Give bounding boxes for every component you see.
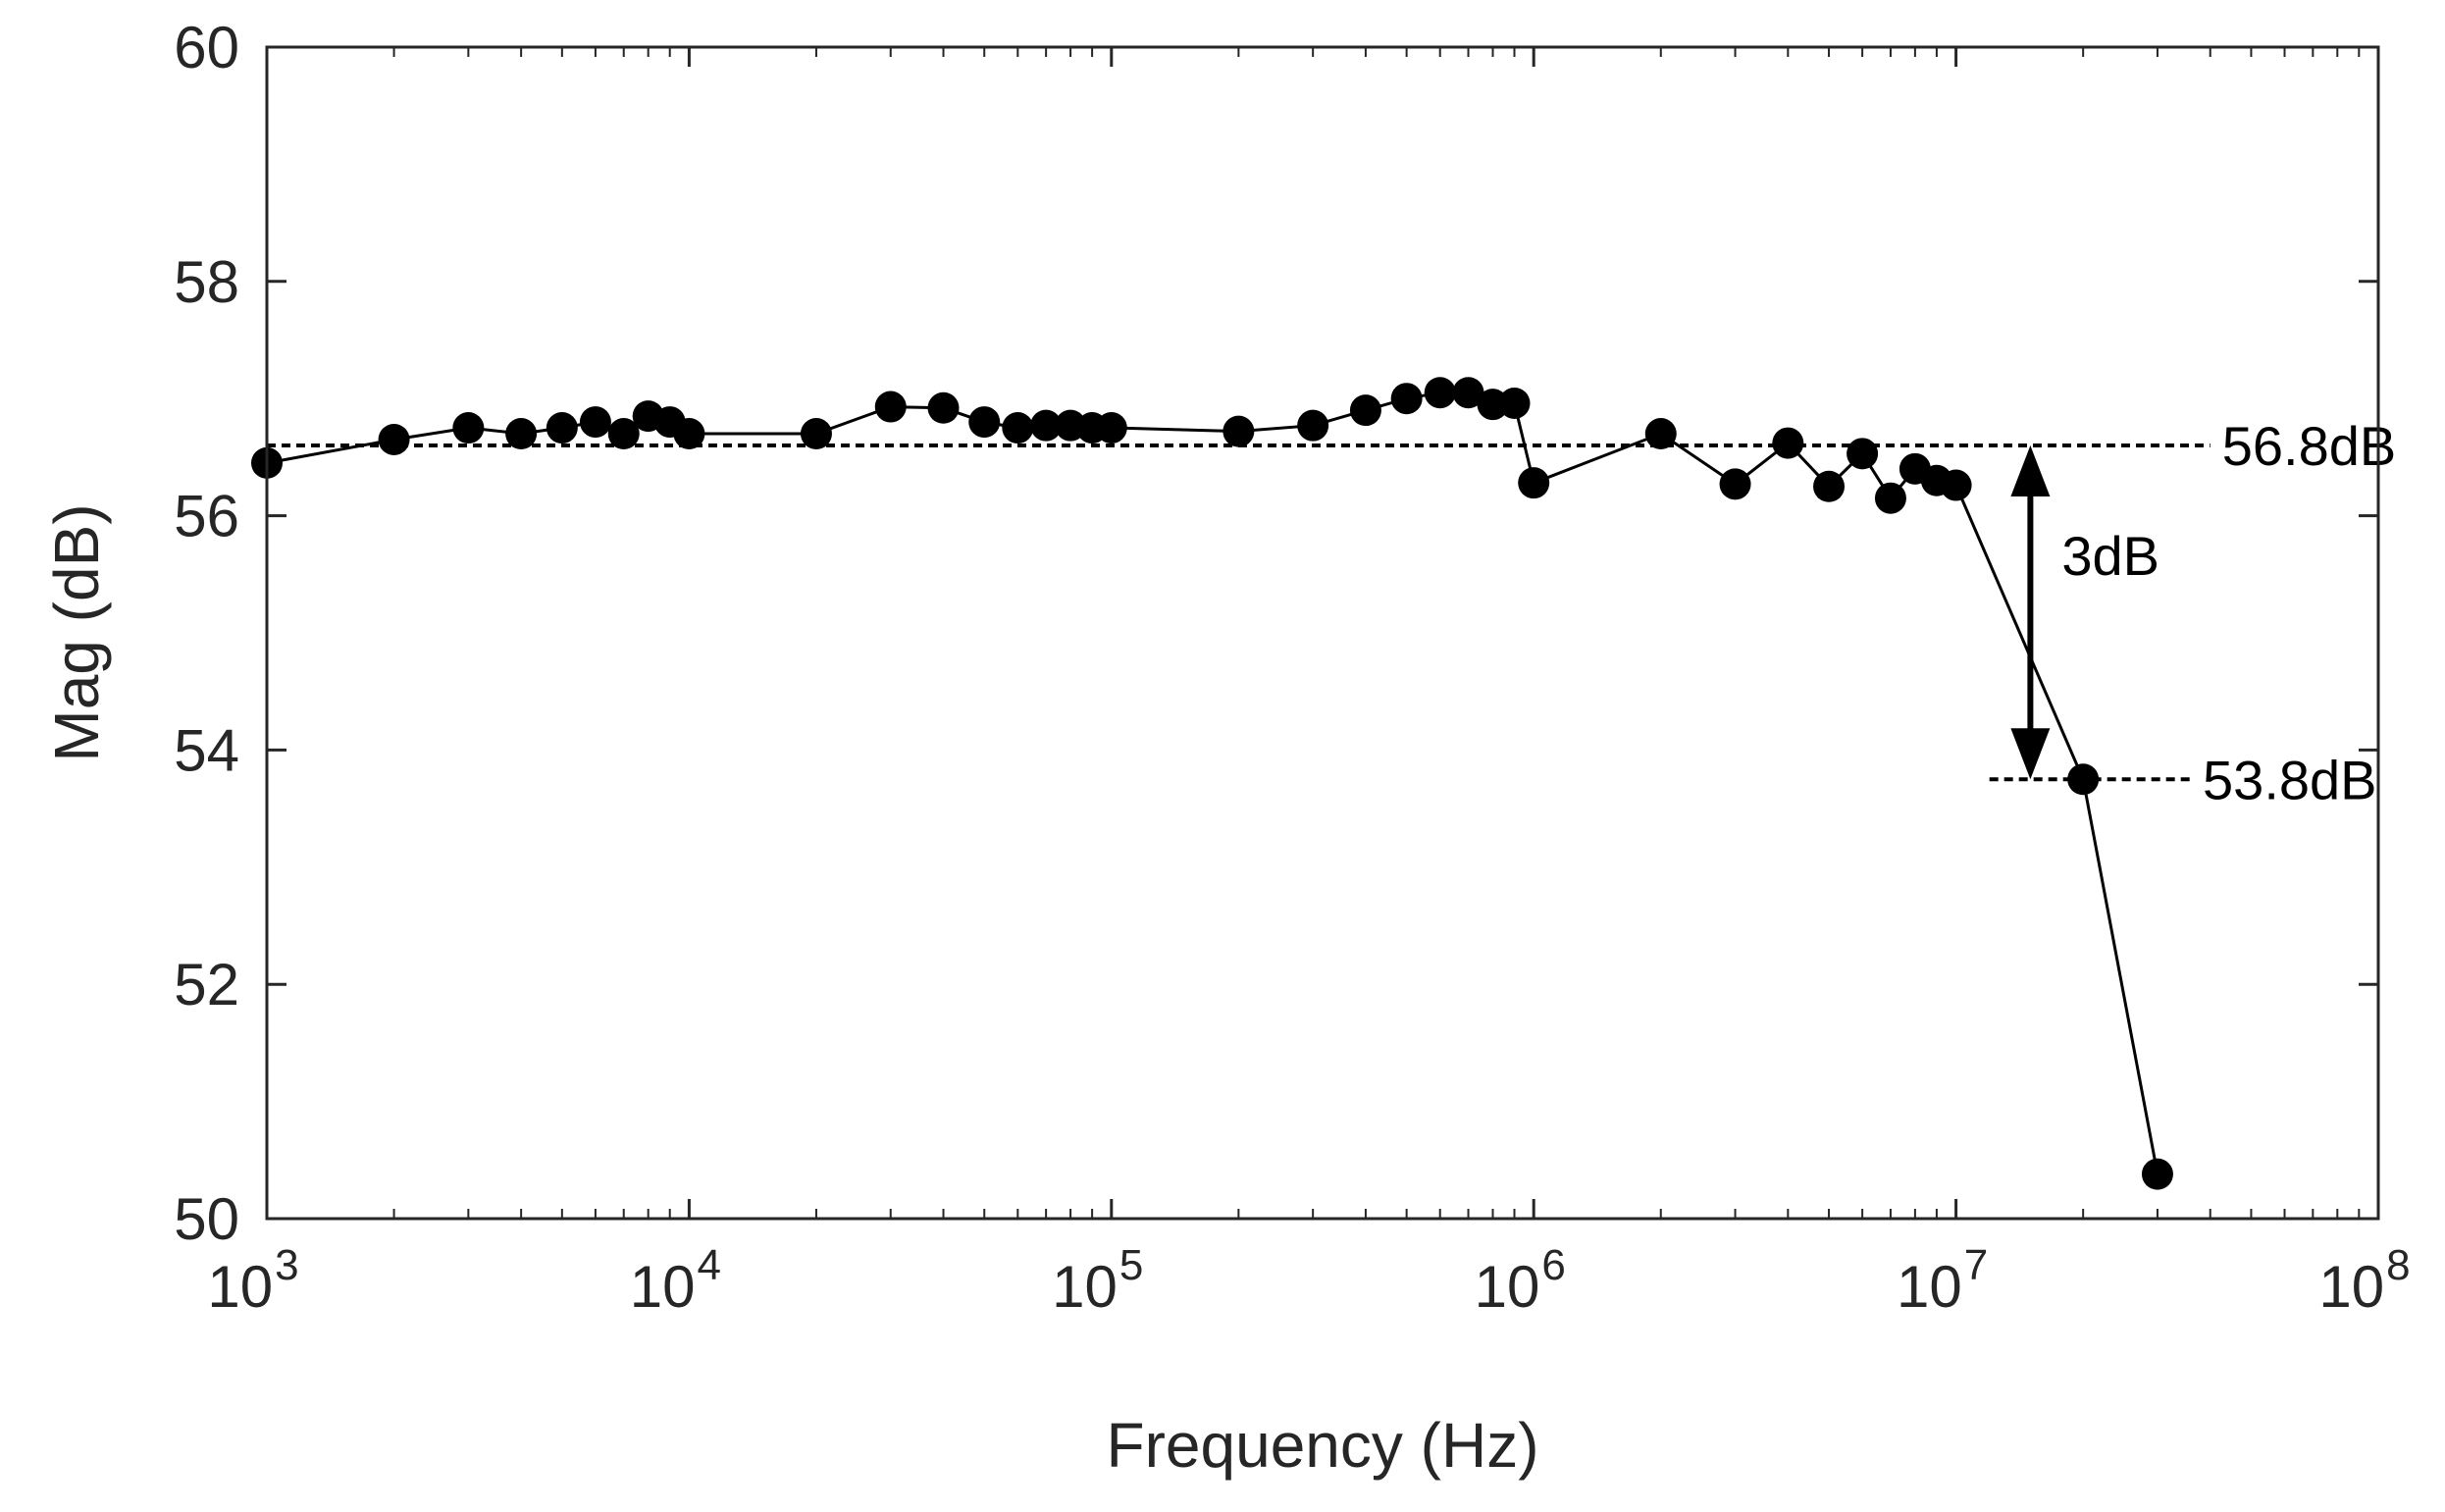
data-point bbox=[1719, 468, 1751, 500]
x-tick-exponent: 7 bbox=[1964, 1241, 1988, 1289]
data-point bbox=[1030, 409, 1063, 442]
series-line bbox=[266, 391, 2159, 1174]
data-point bbox=[874, 391, 907, 423]
data-point bbox=[1390, 383, 1423, 415]
y-tick-label: 50 bbox=[174, 1186, 239, 1252]
x-tick-label: 107 bbox=[1897, 1241, 1988, 1320]
reference-line-label: 56.8dB bbox=[2222, 415, 2397, 477]
data-point bbox=[1424, 377, 1456, 409]
arrow-head-down bbox=[2010, 728, 2051, 780]
x-tick-label: 103 bbox=[207, 1241, 298, 1320]
data-point bbox=[2067, 763, 2100, 796]
y-tick-label: 60 bbox=[174, 15, 239, 80]
reference-lines: 56.8dB 53.8dB bbox=[267, 415, 2396, 810]
y-tick-label: 52 bbox=[174, 952, 239, 1017]
x-tick-label: 104 bbox=[630, 1241, 721, 1320]
data-point bbox=[673, 418, 705, 450]
data-point bbox=[1222, 415, 1255, 447]
data-point bbox=[1297, 409, 1329, 442]
plot-frame bbox=[265, 45, 2380, 1221]
data-point bbox=[579, 406, 611, 439]
y-tick-label: 58 bbox=[174, 249, 239, 315]
data-point bbox=[1940, 469, 1972, 501]
y-tick-label: 54 bbox=[174, 717, 239, 783]
data-point bbox=[1452, 377, 1484, 409]
data-point bbox=[1847, 438, 1879, 470]
data-point bbox=[546, 412, 578, 444]
data-point bbox=[2141, 1158, 2173, 1190]
x-tick-exponent: 8 bbox=[2386, 1241, 2410, 1289]
data-point bbox=[1874, 482, 1906, 514]
data-point bbox=[1095, 412, 1127, 444]
annotation-group: 3dB bbox=[2010, 444, 2159, 780]
x-tick-exponent: 4 bbox=[698, 1241, 721, 1289]
data-point bbox=[1644, 418, 1677, 450]
data-point bbox=[1002, 412, 1034, 444]
data-point bbox=[968, 406, 1001, 439]
data-point bbox=[1813, 470, 1846, 502]
data-point bbox=[1518, 467, 1550, 499]
data-point bbox=[927, 391, 960, 424]
annotation-label: 3dB bbox=[2061, 525, 2159, 587]
x-tick-label: 106 bbox=[1475, 1241, 1566, 1320]
data-point bbox=[800, 418, 832, 450]
y-tick-label: 56 bbox=[174, 484, 239, 549]
x-tick-label: 105 bbox=[1052, 1241, 1143, 1320]
reference-line-label: 53.8dB bbox=[2203, 749, 2377, 810]
data-point bbox=[1349, 394, 1381, 427]
x-axis-title: Frequency (Hz) bbox=[1107, 1410, 1539, 1481]
x-tick-label: 108 bbox=[2318, 1241, 2410, 1320]
x-tick-exponent: 5 bbox=[1119, 1241, 1143, 1289]
series-group bbox=[251, 377, 2173, 1190]
data-point bbox=[452, 412, 485, 444]
x-tick-exponent: 3 bbox=[275, 1241, 298, 1289]
data-point bbox=[378, 423, 410, 455]
arrow-head-up bbox=[2010, 444, 2051, 496]
data-point bbox=[1498, 387, 1531, 419]
data-point bbox=[505, 418, 538, 450]
x-tick-exponent: 6 bbox=[1541, 1241, 1565, 1289]
data-point bbox=[607, 418, 640, 450]
data-point bbox=[1772, 427, 1804, 459]
y-axis-title: Mag (dB) bbox=[41, 503, 112, 761]
